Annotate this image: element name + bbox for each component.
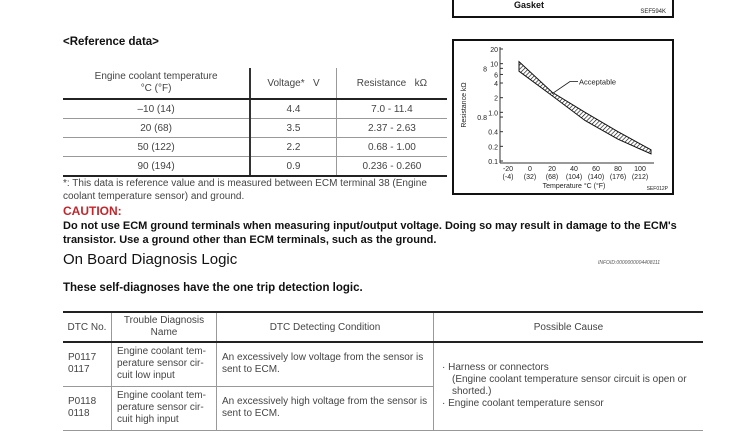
y-tick-label: 8 — [483, 66, 487, 73]
resistance-cell: 0.236 - 0.260 — [335, 156, 447, 177]
y-tick-label: 6 — [494, 72, 498, 79]
caution-text: Do not use ECM ground terminals when mea… — [63, 220, 677, 246]
x-tick-label: 20 — [548, 166, 556, 173]
dtc-condition: An excessively low voltage from the sens… — [216, 342, 434, 387]
x-tick-label-f: (68) — [546, 174, 558, 181]
col-temp: Engine coolant temperature °C (°F) — [63, 68, 252, 100]
table-row: 50 (122) 2.2 0.68 - 1.00 — [63, 137, 447, 157]
possible-cause: · Harness or connectors (Engine coolant … — [433, 342, 703, 431]
x-tick-label-f: (32) — [524, 174, 536, 181]
graph-code: SEF012P — [647, 186, 669, 192]
dtc-table: DTC No. Trouble Diagnosis Name DTC Detecti… — [63, 311, 703, 431]
table-row: 90 (194) 0.9 0.236 - 0.260 — [63, 156, 447, 177]
x-tick-label: 100 — [634, 166, 646, 173]
col-voltage: Voltage* V — [249, 68, 337, 100]
y-tick-label: 10 — [490, 62, 498, 69]
x-tick-label-f: (104) — [566, 174, 582, 181]
resistance-graph: 20 10 8 6 4 2 1.0 0.8 0.4 0.2 0.1 -20 (-4) 0 (32) 20 (68… — [452, 39, 674, 195]
section-title: On Board Diagnosis Logic — [63, 251, 238, 268]
y-tick-label: 0.4 — [488, 130, 498, 137]
x-tick-label-f: (212) — [632, 174, 648, 181]
y-tick-label: 1.0 — [488, 110, 498, 117]
caution-title: CAUTION: — [63, 204, 122, 218]
resistance-cell: 7.0 - 11.4 — [335, 98, 447, 119]
x-axis-label: Temperature °C (°F) — [543, 182, 606, 190]
footnote: *: This data is reference value and is m… — [63, 178, 427, 202]
dtc-name: Engine coolant tem- perature sensor cir-… — [111, 386, 217, 431]
temp-cell: –10 (14) — [63, 98, 252, 119]
x-tick-label-f: (176) — [610, 174, 626, 181]
voltage-cell: 3.5 — [249, 118, 337, 138]
acceptable-band — [518, 60, 652, 155]
col-cause: Possible Cause — [433, 312, 703, 343]
x-tick-label: 40 — [570, 166, 578, 173]
x-tick-label-f: (140) — [588, 174, 604, 181]
reference-table: Engine coolant temperature °C (°F) Voltag… — [63, 68, 447, 177]
y-tick-label: 0.1 — [488, 159, 498, 166]
dtc-name: Engine coolant tem- perature sensor cir-… — [111, 342, 217, 387]
gasket-label: Gasket — [514, 0, 545, 10]
x-tick-label: 80 — [614, 166, 622, 173]
y-tick-label: 0.8 — [477, 115, 487, 122]
cause-text: Harness or connectors (Engine coolant te… — [448, 362, 687, 398]
info-id: INFOID:0000000004408111 — [598, 260, 661, 266]
reference-title: <Reference data> — [63, 36, 159, 48]
cause-text: Engine coolant temperature sensor — [448, 398, 604, 410]
graph-svg: 201086421.00.80.40.20.1-20(-4)0(32)20(68… — [461, 47, 669, 192]
resistance-cell: 2.37 - 2.63 — [335, 118, 447, 138]
resistance-cell: 0.68 - 1.00 — [335, 137, 447, 157]
y-tick-label: 0.2 — [488, 144, 498, 151]
acceptable-label: Acceptable — [579, 77, 616, 86]
x-tick-label: -20 — [503, 166, 513, 173]
x-tick-label: 60 — [592, 166, 600, 173]
voltage-cell: 2.2 — [249, 137, 337, 157]
dtc-condition: An excessively high voltage from the sen… — [216, 386, 434, 431]
x-tick-label: 0 — [528, 166, 532, 173]
voltage-cell: 0.9 — [249, 156, 337, 177]
dtc-no: P0117 0117 — [63, 342, 112, 387]
col-name: Trouble Diagnosis Name — [111, 312, 217, 343]
y-tick-label: 2 — [494, 96, 498, 103]
table-row: –10 (14) 4.4 7.0 - 11.4 — [63, 98, 447, 119]
voltage-cell: 4.4 — [249, 98, 337, 119]
y-tick-label: 20 — [490, 47, 498, 54]
y-tick-label: 4 — [494, 81, 498, 88]
top-figure: Gasket SEF594K — [452, 0, 674, 18]
section-intro: These self-diagnoses have the one trip d… — [63, 282, 363, 294]
temp-cell: 90 (194) — [63, 156, 252, 177]
col-resistance: Resistance kΩ — [335, 68, 447, 100]
temp-cell: 20 (68) — [63, 118, 252, 138]
annotation-leader — [551, 81, 578, 95]
figure-code: SEF594K — [640, 9, 666, 15]
temp-cell: 50 (122) — [63, 137, 252, 157]
cause-item: · Harness or connectors (Engine coolant … — [442, 362, 687, 398]
x-tick-label-f: (-4) — [503, 174, 514, 181]
col-condition: DTC Detecting Condition — [216, 312, 434, 343]
dtc-no: P0118 0118 — [63, 386, 112, 431]
cause-item: · Engine coolant temperature sensor — [442, 398, 604, 410]
y-axis-label: Resistance kΩ — [461, 82, 468, 127]
table-row: 20 (68) 3.5 2.37 - 2.63 — [63, 118, 447, 138]
table-row: P0117 0117 Engine coolant tem- perature … — [63, 342, 703, 431]
col-dtc-no: DTC No. — [63, 312, 112, 343]
